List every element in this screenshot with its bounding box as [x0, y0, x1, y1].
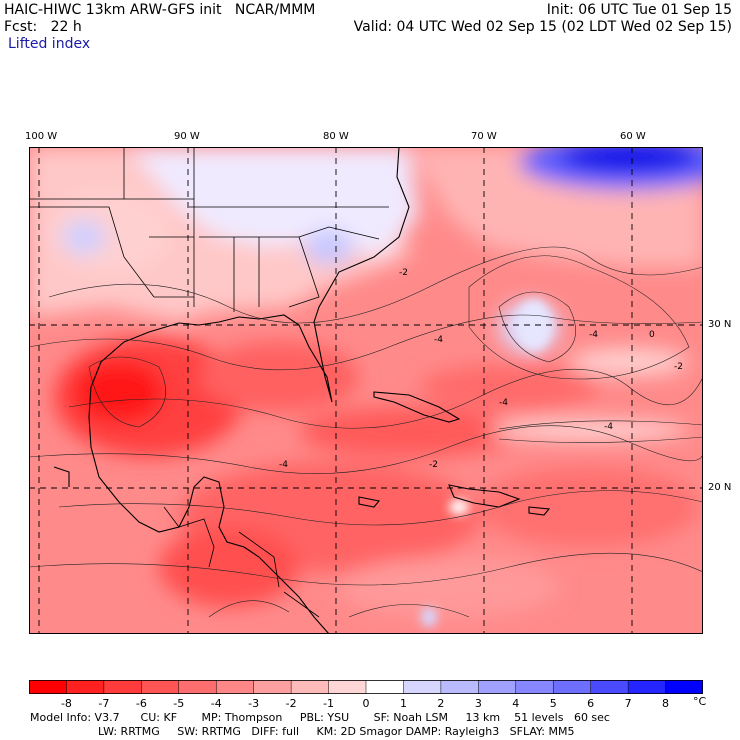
- colorbar-cell: [628, 680, 667, 694]
- colorbar-unit: °C: [693, 695, 707, 708]
- colorbar-tick-label: -8: [60, 697, 72, 710]
- lon-label-70w: 70 W: [471, 131, 497, 142]
- colorbar-tick-label: -6: [135, 697, 147, 710]
- colorbar-cell: [103, 680, 142, 694]
- valid-time: Valid: 04 UTC Wed 02 Sep 15 (02 LDT Wed …: [353, 19, 732, 35]
- colorbar-tick-label: -2: [285, 697, 297, 710]
- colorbar-cell: [141, 680, 180, 694]
- colorbar-tick-label: 1: [399, 697, 407, 710]
- model-info-line1: Model Info: V3.7 CU: KF MP: Thompson PBL…: [30, 711, 610, 724]
- colorbar-tick-label: 8: [662, 697, 670, 710]
- colorbar-tick-label: -1: [323, 697, 335, 710]
- colorbar-tick-label: 5: [549, 697, 557, 710]
- contour-label: -4: [604, 422, 613, 432]
- political-boundaries: [29, 147, 389, 618]
- colorbar-cell: [66, 680, 105, 694]
- colorbar-cell: [216, 680, 255, 694]
- map-title: HAIC-HIWC 13km ARW-GFS init NCAR/MMM: [4, 2, 316, 18]
- colorbar-cell: [590, 680, 629, 694]
- colorbar: [29, 680, 703, 694]
- contour-label: -4: [589, 330, 598, 340]
- init-time: Init: 06 UTC Tue 01 Sep 15: [546, 2, 732, 18]
- lat-label-30n: 30 N: [708, 319, 732, 330]
- colorbar-tick-label: -4: [210, 697, 222, 710]
- model-info-line2: LW: RRTMG SW: RRTMG DIFF: full KM: 2D Sm…: [98, 725, 575, 738]
- lon-label-90w: 90 W: [174, 131, 200, 142]
- colorbar-tick-label: 7: [624, 697, 632, 710]
- contour-label: -2: [429, 460, 438, 470]
- lat-lon-grid: [29, 147, 703, 634]
- lat-label-20n: 20 N: [708, 482, 732, 493]
- colorbar-cell: [440, 680, 479, 694]
- contour-label: -2: [674, 362, 683, 372]
- lon-label-60w: 60 W: [620, 131, 646, 142]
- colorbar-cell: [553, 680, 592, 694]
- colorbar-tick-label: -3: [248, 697, 260, 710]
- map-frame: [29, 147, 703, 634]
- contour-label: -4: [434, 335, 443, 345]
- lifted-index-map: -2 -4 -4 -4 -2 -4 0 -2 -4: [29, 147, 703, 634]
- colorbar-cell: [403, 680, 442, 694]
- colorbar-cell: [515, 680, 554, 694]
- contour-label: 0: [649, 330, 655, 340]
- colorbar-cell: [29, 680, 67, 694]
- lon-label-100w: 100 W: [25, 131, 58, 142]
- contour-value-labels: -2 -4 -4 -4 -2 -4 0 -2 -4: [279, 268, 683, 470]
- colorbar-cell: [366, 680, 404, 694]
- colorbar-tick-label: 0: [362, 697, 370, 710]
- colorbar-cell: [178, 680, 217, 694]
- coastlines: [53, 147, 551, 634]
- contour-label: -4: [499, 398, 508, 408]
- colorbar-tick-label: 4: [512, 697, 520, 710]
- colorbar-cell: [328, 680, 367, 694]
- contour-label: -2: [399, 268, 408, 278]
- colorbar-cell: [253, 680, 292, 694]
- contour-lines: [29, 246, 703, 618]
- colorbar-tick-label: 6: [587, 697, 595, 710]
- lon-label-80w: 80 W: [323, 131, 349, 142]
- field-name: Lifted index: [8, 36, 91, 52]
- colorbar-cell: [665, 680, 703, 694]
- colorbar-tick-label: -7: [98, 697, 110, 710]
- forecast-hour: Fcst: 22 h: [4, 19, 82, 35]
- colorbar-cell: [291, 680, 330, 694]
- contour-label: -4: [279, 460, 288, 470]
- colorbar-cell: [478, 680, 517, 694]
- colorbar-tick-label: 2: [437, 697, 445, 710]
- field-shading: [29, 147, 703, 617]
- colorbar-tick-label: -5: [173, 697, 185, 710]
- colorbar-tick-label: 3: [474, 697, 482, 710]
